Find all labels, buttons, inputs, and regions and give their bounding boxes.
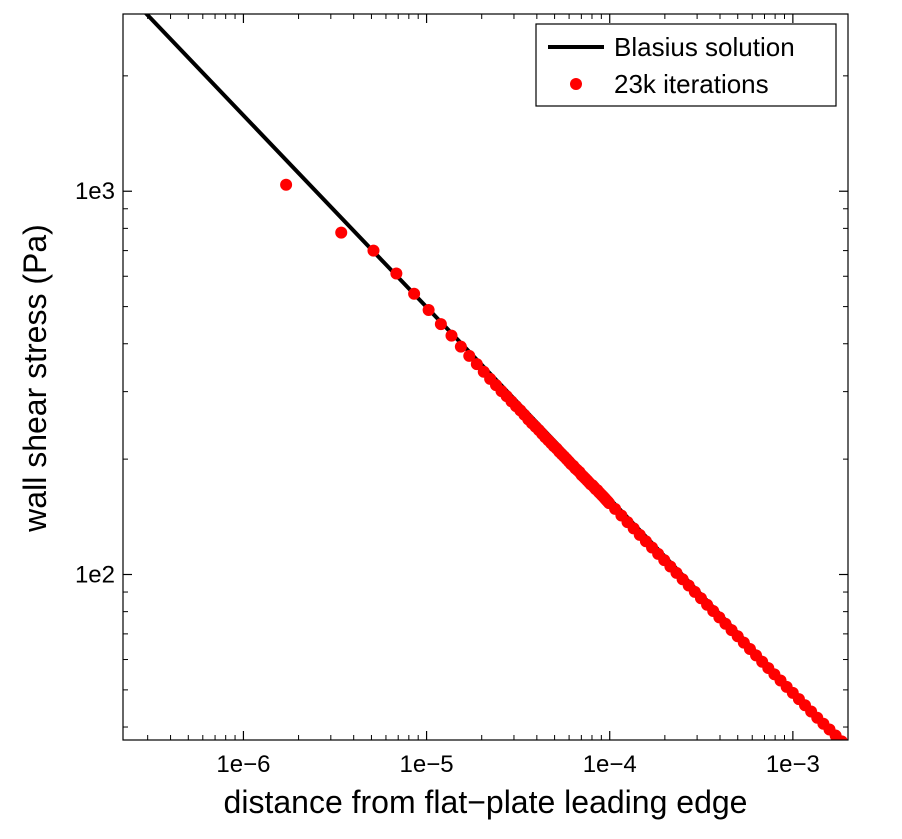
data-point bbox=[434, 318, 447, 331]
x-tick-labels: 1e−6 1e−5 1e−4 1e−3 bbox=[216, 751, 819, 778]
x-tick-label: 1e−6 bbox=[216, 751, 270, 778]
series-points-23k-iterations bbox=[280, 178, 854, 753]
legend-marker-swatch bbox=[570, 78, 582, 90]
y-tick-label: 1e2 bbox=[75, 562, 115, 589]
data-point bbox=[335, 226, 348, 239]
legend-label-23k-iterations: 23k iterations bbox=[614, 69, 769, 99]
y-tick-label: 1e3 bbox=[75, 178, 115, 205]
data-point bbox=[454, 340, 467, 353]
legend: Blasius solution 23k iterations bbox=[535, 23, 837, 107]
y-tick-labels: 1e2 1e3 bbox=[75, 178, 115, 588]
data-point bbox=[470, 358, 483, 371]
data-point bbox=[390, 267, 403, 280]
data-point bbox=[842, 741, 854, 753]
data-point bbox=[280, 178, 293, 191]
data-point bbox=[408, 287, 421, 300]
data-point bbox=[422, 303, 435, 316]
plot-frame bbox=[122, 13, 849, 741]
x-tick-label: 1e−5 bbox=[400, 751, 454, 778]
data-point bbox=[445, 329, 458, 342]
legend-box bbox=[535, 23, 837, 107]
y-axis-label: wall shear stress (Pa) bbox=[17, 224, 53, 533]
data-point bbox=[367, 244, 380, 257]
x-axis-label: distance from flat−plate leading edge bbox=[224, 784, 748, 820]
x-tick-label: 1e−4 bbox=[583, 751, 637, 778]
x-tick-label: 1e−3 bbox=[766, 751, 820, 778]
plot-content bbox=[143, 14, 854, 753]
data-point bbox=[463, 349, 476, 362]
major-ticks bbox=[123, 14, 848, 740]
legend-label-blasius-solution: Blasius solution bbox=[614, 32, 795, 62]
minor-ticks bbox=[123, 14, 849, 740]
data-point bbox=[835, 735, 848, 740]
